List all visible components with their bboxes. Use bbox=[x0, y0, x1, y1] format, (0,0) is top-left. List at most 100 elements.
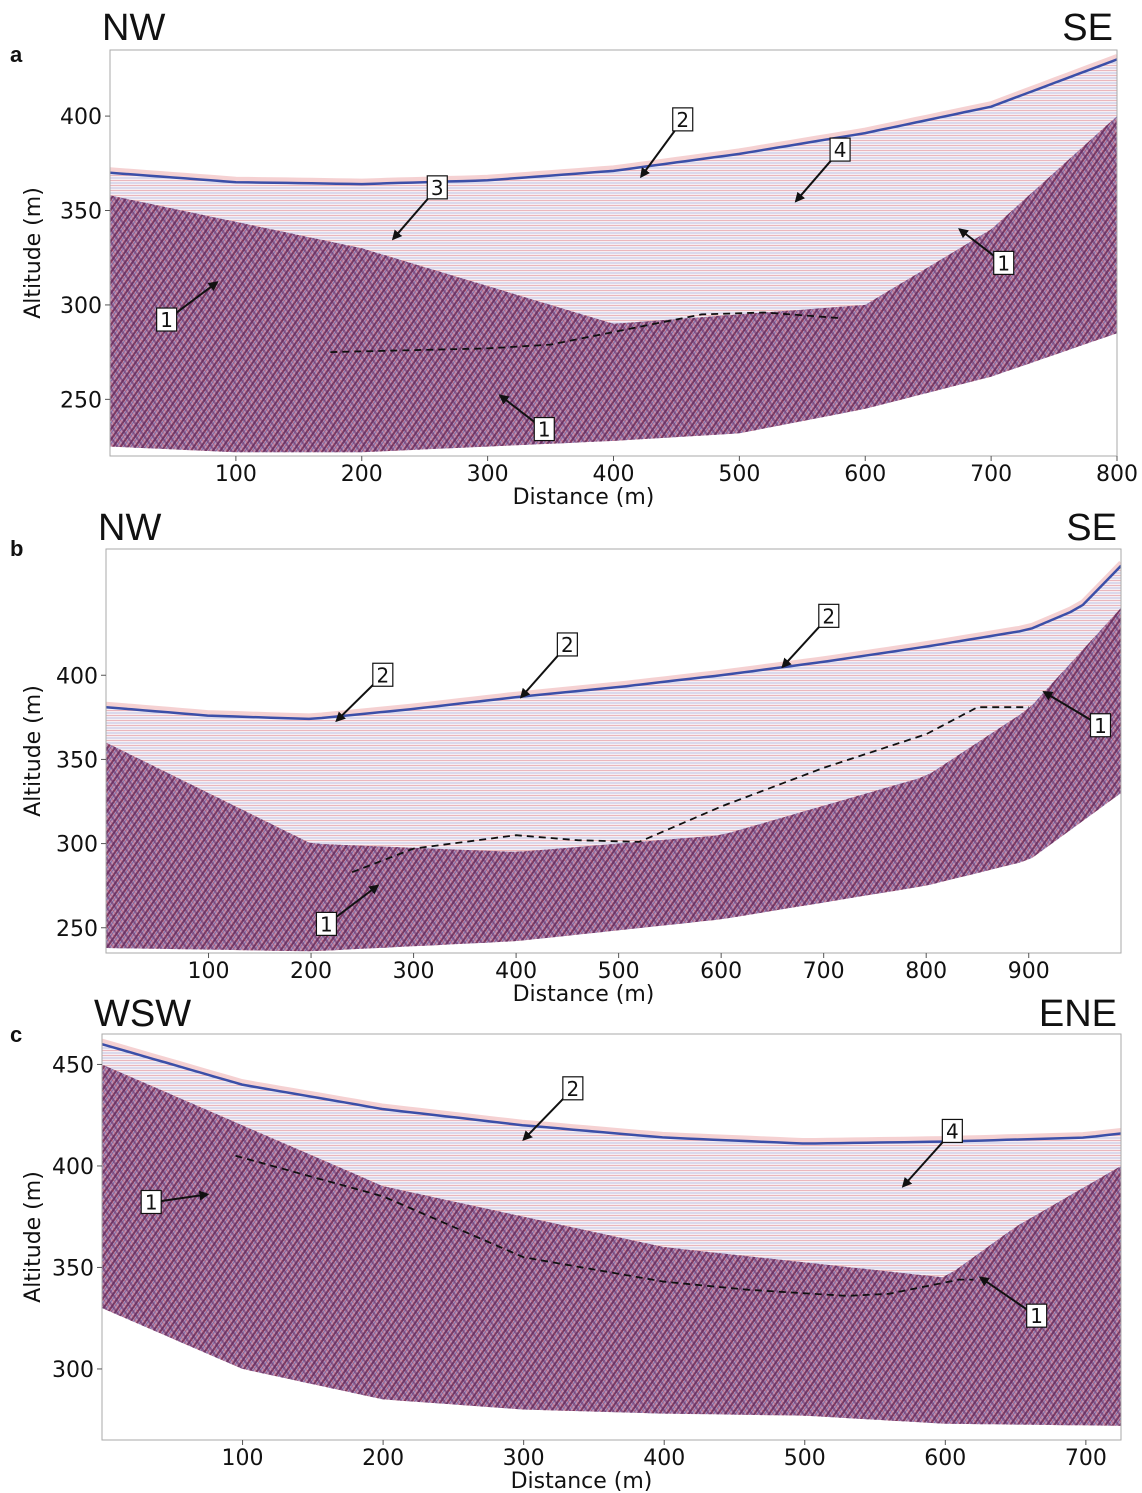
y-tick-label: 450 bbox=[52, 1053, 94, 1078]
y-tick-label: 350 bbox=[60, 200, 102, 225]
y-tick-label: 250 bbox=[56, 917, 98, 942]
x-axis-label: Distance (m) bbox=[513, 485, 655, 510]
interpreted-boundary bbox=[351, 706, 1029, 874]
y-tick-label: 350 bbox=[52, 1256, 94, 1281]
annotation-1: 1 bbox=[140, 1189, 210, 1215]
x-tick-label: 300 bbox=[503, 1446, 545, 1471]
annotation-box bbox=[818, 603, 840, 628]
annotation-label: 1 bbox=[538, 418, 551, 442]
panel-a: 100 200 300 400 500 600 700 800250300350400Dist… bbox=[10, 7, 1138, 510]
interpreted-boundary bbox=[330, 311, 841, 353]
annotation-1: 1 bbox=[156, 281, 219, 332]
annotation-label: 3 bbox=[431, 176, 444, 200]
annotation-4: 4 bbox=[794, 137, 851, 203]
annotation-box bbox=[372, 662, 394, 687]
radargram-c bbox=[102, 1038, 1121, 1426]
plot-frame bbox=[101, 1033, 1122, 1441]
annotation-1: 1 bbox=[1042, 691, 1112, 738]
annotation-2: 2 bbox=[519, 632, 578, 699]
annotation-box bbox=[156, 307, 178, 332]
panel-letter: a bbox=[10, 42, 23, 67]
x-axis-label: Distance (m) bbox=[511, 1469, 653, 1493]
x-tick-label: 200 bbox=[290, 959, 332, 984]
y-tick-label: 250 bbox=[60, 388, 102, 413]
annotation-1: 1 bbox=[498, 394, 555, 442]
x-tick-label: 900 bbox=[1008, 959, 1050, 984]
ground-surface-line bbox=[106, 564, 1121, 721]
annotation-label: 1 bbox=[160, 308, 173, 332]
annotation-box bbox=[1089, 713, 1112, 738]
annotation-box bbox=[993, 250, 1015, 275]
annotation-label: 1 bbox=[1030, 1304, 1043, 1328]
annotation-label: 2 bbox=[561, 633, 574, 657]
annotation-box bbox=[562, 1076, 584, 1101]
panel-c: 100 200 300 400 500 600 700 300 350 400 450 Distanc… bbox=[10, 993, 1122, 1493]
radargram-b bbox=[106, 561, 1121, 952]
annotation-label: 4 bbox=[946, 1119, 959, 1143]
x-tick-label: 500 bbox=[598, 959, 640, 984]
y-axis-label: Altitude (m) bbox=[21, 1171, 46, 1303]
x-tick-label: 100 bbox=[215, 462, 257, 487]
annotation-box bbox=[1026, 1303, 1048, 1328]
x-tick-label: 700 bbox=[970, 462, 1012, 487]
x-tick-label: 600 bbox=[924, 1446, 966, 1471]
y-tick-label: 300 bbox=[56, 833, 98, 858]
annotation-2: 2 bbox=[522, 1076, 584, 1141]
annotation-2: 2 bbox=[640, 107, 694, 179]
annotation-box bbox=[140, 1189, 162, 1215]
x-tick-label: 100 bbox=[222, 1446, 264, 1471]
y-tick-label: 300 bbox=[52, 1358, 94, 1383]
y-tick-label: 350 bbox=[56, 748, 98, 773]
annotation-box bbox=[315, 911, 338, 936]
panel-b: 100 200 300 400 500 600 700 800 900250300350400D… bbox=[10, 507, 1122, 1007]
x-tick-label: 200 bbox=[341, 462, 383, 487]
direction-left: NW bbox=[98, 507, 161, 549]
plot-frame bbox=[105, 548, 1122, 954]
x-tick-label: 600 bbox=[844, 462, 886, 487]
x-tick-label: 400 bbox=[593, 462, 635, 487]
x-tick-label: 300 bbox=[467, 462, 509, 487]
annotation-box bbox=[533, 416, 555, 442]
x-tick-label: 800 bbox=[905, 959, 947, 984]
bedrock-reflections-cross bbox=[102, 1064, 1121, 1426]
radargram-a bbox=[110, 54, 1117, 453]
annotation-box bbox=[556, 632, 578, 657]
y-axis-label: Altitude (m) bbox=[21, 187, 46, 319]
annotation-box bbox=[941, 1118, 963, 1144]
annotation-label: 2 bbox=[376, 663, 389, 687]
direction-right: SE bbox=[1066, 507, 1117, 549]
annotation-label: 2 bbox=[822, 604, 835, 628]
annotation-label: 2 bbox=[566, 1077, 579, 1101]
direction-left: WSW bbox=[94, 993, 191, 1035]
annotation-2: 2 bbox=[335, 662, 394, 723]
ground-surface-line bbox=[110, 58, 1117, 186]
annotation-label: 2 bbox=[676, 108, 689, 132]
y-tick-label: 400 bbox=[56, 664, 98, 689]
annotation-1: 1 bbox=[978, 1276, 1048, 1328]
x-tick-label: 200 bbox=[362, 1446, 404, 1471]
x-tick-label: 600 bbox=[700, 959, 742, 984]
annotation-3: 3 bbox=[391, 175, 448, 241]
annotation-label: 4 bbox=[834, 138, 847, 162]
direction-right: ENE bbox=[1039, 993, 1117, 1035]
annotation-box bbox=[426, 175, 448, 200]
direction-left: NW bbox=[102, 7, 165, 49]
bedrock-reflections-cross bbox=[106, 607, 1121, 952]
interpreted-boundary bbox=[235, 1154, 974, 1297]
x-tick-label: 700 bbox=[1065, 1446, 1107, 1471]
y-tick-label: 300 bbox=[60, 294, 102, 319]
x-tick-label: 500 bbox=[784, 1446, 826, 1471]
y-axis-label: Altitude (m) bbox=[21, 685, 46, 817]
annotation-1: 1 bbox=[315, 884, 380, 936]
x-tick-label: 400 bbox=[643, 1446, 685, 1471]
x-tick-label: 300 bbox=[393, 959, 435, 984]
x-axis-label: Distance (m) bbox=[513, 982, 655, 1007]
x-tick-label: 500 bbox=[718, 462, 760, 487]
annotation-box bbox=[672, 107, 694, 132]
annotation-label: 1 bbox=[320, 912, 333, 936]
x-tick-label: 100 bbox=[188, 959, 230, 984]
annotation-label: 1 bbox=[997, 251, 1010, 275]
annotation-label: 1 bbox=[1094, 714, 1107, 738]
x-tick-label: 800 bbox=[1096, 462, 1138, 487]
